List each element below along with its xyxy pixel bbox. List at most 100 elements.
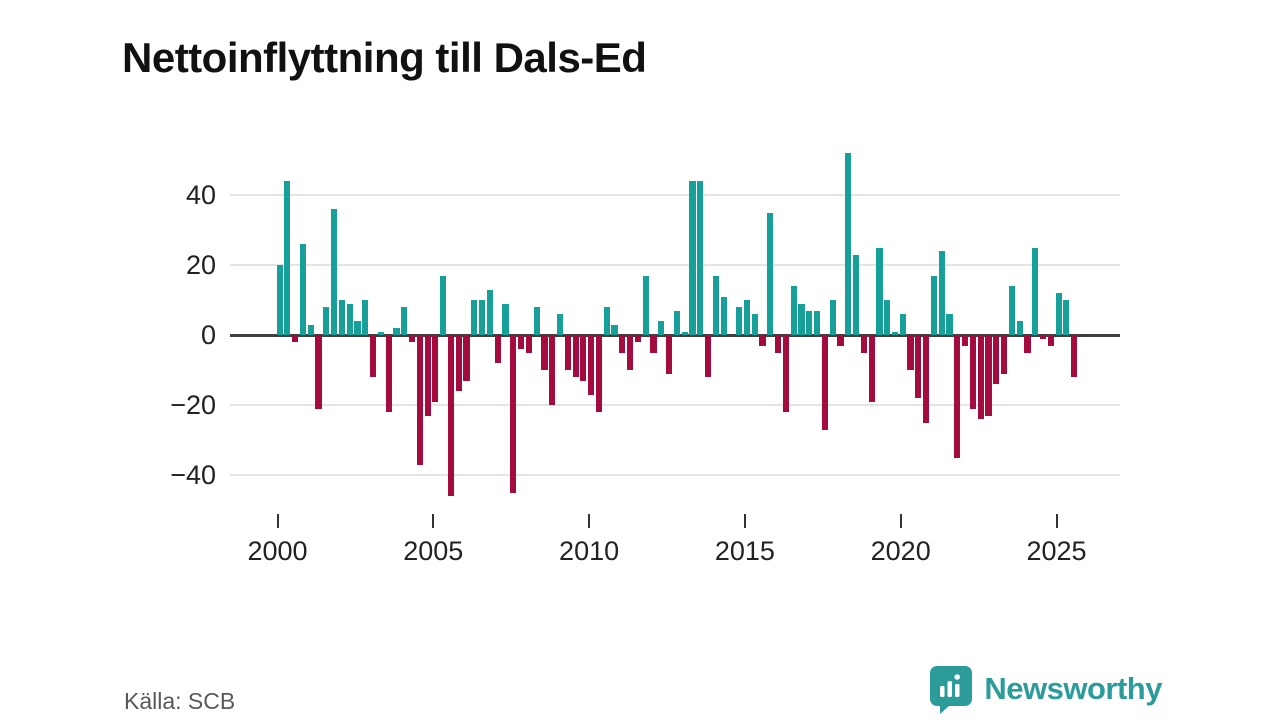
bar-2000-q1 [276, 265, 283, 335]
bar-2015-q4 [767, 212, 774, 335]
bar-2023-q1 [993, 335, 1000, 384]
bar-2005-q2 [440, 275, 447, 335]
bar-2021-q3 [946, 314, 953, 335]
bar-2005-q4 [455, 335, 462, 391]
bar-2020-q1 [899, 314, 906, 335]
bar-2009-q2 [564, 335, 571, 370]
x-axis-tick-2005 [432, 514, 435, 528]
bar-2021-q1 [930, 275, 938, 335]
x-axis-tick-2020 [899, 514, 902, 528]
bar-2008-q3 [541, 335, 548, 370]
zero-axis-line [230, 333, 1120, 337]
bar-2019-q1 [868, 335, 875, 402]
y-axis-label-40: 40 [185, 180, 216, 210]
bar-2024-q2 [1032, 247, 1039, 335]
bar-2017-q3 [821, 335, 828, 430]
bar-2021-q2 [938, 251, 945, 335]
bar-2006-q1 [463, 335, 470, 381]
bar-2003-q1 [369, 335, 377, 377]
bar-2013-q1 [681, 331, 688, 335]
bar-2000-q3 [292, 335, 299, 342]
bar-2009-q3 [572, 335, 579, 377]
bar-2011-q4 [642, 275, 649, 335]
bar-2006-q4 [486, 289, 494, 335]
y-axis-label-20: 20 [185, 250, 216, 280]
bar-2012-q1 [650, 335, 657, 353]
bar-2011-q3 [634, 335, 642, 342]
bar-2016-q3 [790, 286, 797, 335]
bar-2014-q2 [720, 296, 727, 335]
bar-2002-q4 [362, 300, 369, 335]
bar-2003-q4 [393, 328, 400, 335]
bar-2015-q1 [743, 300, 751, 335]
bar-2023-q3 [1008, 286, 1015, 335]
bar-2017-q4 [829, 300, 836, 335]
bar-2018-q2 [845, 153, 852, 335]
x-axis-label-2000: 2000 [247, 536, 308, 566]
bar-2018-q3 [852, 254, 860, 335]
bar-2022-q2 [969, 335, 976, 409]
bar-2012-q3 [666, 335, 673, 374]
bar-2002-q1 [338, 300, 345, 335]
bar-2013-q4 [704, 335, 712, 377]
bar-2007-q2 [502, 303, 509, 335]
bar-2020-q4 [923, 335, 930, 423]
x-axis-label-2005: 2005 [403, 536, 464, 566]
bar-2017-q1 [806, 310, 813, 335]
bar-2006-q3 [479, 300, 486, 335]
gridline-40 [230, 194, 1120, 196]
bar-2025-q3 [1071, 335, 1078, 377]
bar-2004-q2 [408, 335, 416, 342]
chart-title: Nettoinflyttning till Dals-Ed [122, 34, 647, 82]
bar-2023-q4 [1016, 321, 1023, 335]
bar-2016-q4 [798, 303, 805, 335]
y-axis-label-0: 0 [200, 320, 216, 350]
bar-2018-q1 [837, 335, 844, 346]
x-axis-tick-2025 [1055, 514, 1058, 528]
bar-2024-q3 [1039, 335, 1047, 339]
newsworthy-wordmark: Newsworthy [984, 671, 1162, 706]
x-axis-tick-2015 [743, 514, 746, 528]
y-axis-label--40: −40 [170, 460, 216, 490]
bar-2014-q1 [712, 275, 719, 335]
x-axis-label-2020: 2020 [870, 536, 931, 566]
bar-2011-q1 [619, 335, 626, 353]
gridline--20 [230, 404, 1120, 406]
bar-2012-q2 [658, 321, 665, 335]
gridline-20 [230, 264, 1120, 266]
bar-2010-q3 [603, 307, 610, 335]
bar-2011-q2 [627, 335, 634, 370]
bar-2019-q3 [884, 300, 891, 335]
newsworthy-brand: Newsworthy [928, 664, 1162, 714]
bar-2022-q4 [985, 335, 992, 416]
gridline--40 [230, 474, 1120, 476]
bar-2004-q3 [416, 335, 423, 465]
bar-2022-q1 [962, 335, 969, 346]
bar-2013-q2 [689, 181, 696, 335]
bar-2009-q4 [580, 335, 587, 381]
bar-2013-q3 [697, 181, 704, 335]
bar-2003-q3 [385, 335, 392, 412]
y-axis-label--20: −20 [170, 390, 216, 420]
bar-2003-q2 [377, 331, 384, 335]
bar-2001-q2 [315, 335, 322, 409]
bar-2008-q2 [533, 307, 540, 335]
bar-2007-q1 [494, 335, 501, 363]
bar-2008-q1 [525, 335, 532, 353]
x-axis-label-2015: 2015 [714, 536, 775, 566]
bar-2002-q2 [346, 303, 353, 335]
bar-2025-q2 [1063, 300, 1070, 335]
bar-2010-q1 [588, 335, 595, 395]
bar-2000-q4 [299, 244, 307, 335]
x-axis-tick-2010 [588, 514, 591, 528]
x-axis-label-2025: 2025 [1026, 536, 1087, 566]
bar-2021-q4 [954, 335, 961, 458]
bar-2010-q2 [595, 335, 603, 412]
bar-2019-q2 [876, 247, 883, 335]
bar-2002-q3 [354, 321, 361, 335]
bar-2025-q1 [1055, 293, 1062, 335]
x-axis-label-2010: 2010 [559, 536, 620, 566]
bar-2007-q4 [517, 335, 525, 349]
bar-2001-q3 [323, 307, 330, 335]
